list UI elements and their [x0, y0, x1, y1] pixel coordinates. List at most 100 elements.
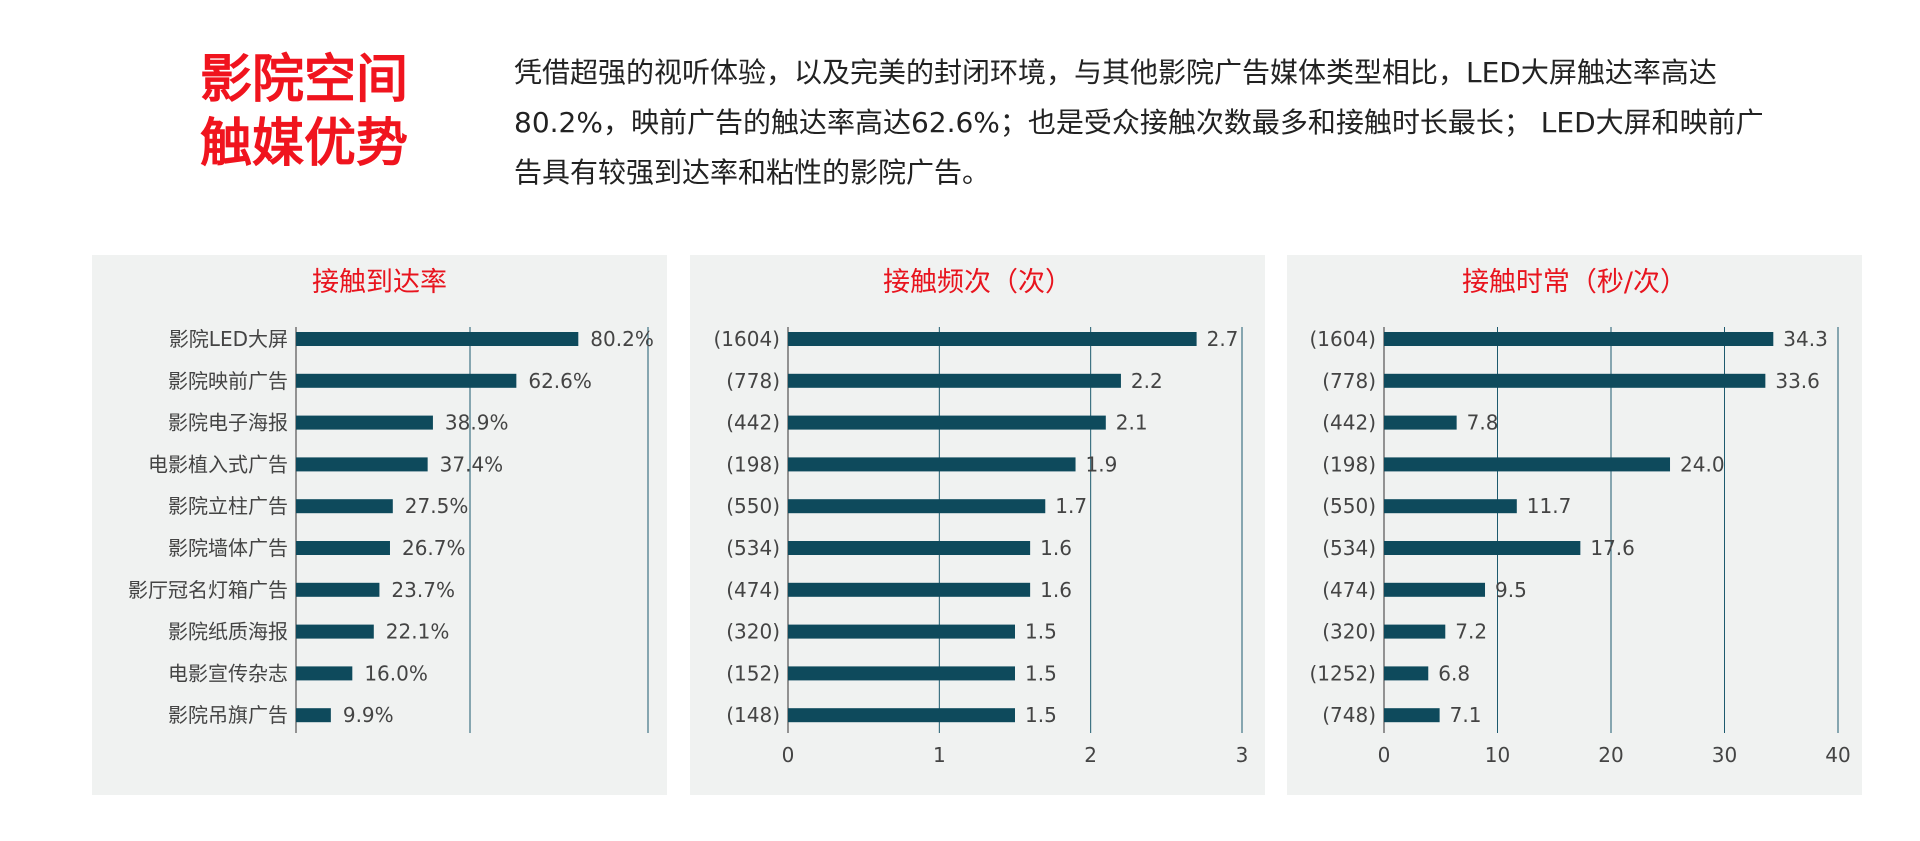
category-label: (1604): [713, 327, 780, 351]
category-label: (442): [726, 411, 780, 435]
value-label: 16.0%: [364, 661, 428, 685]
x-tick-label: 20: [1598, 743, 1623, 767]
chart-title: 接触频次（次）: [883, 267, 1072, 298]
category-label: (1252): [1309, 661, 1376, 685]
bar: [296, 499, 393, 514]
category-label: (550): [726, 494, 780, 518]
bar: [296, 457, 428, 472]
reach-rate-chart: 接触到达率 影院LED大屏 80.2% 影院映前广告 62.6% 影院电子海报 38.9%…: [92, 255, 667, 795]
value-label: 7.2: [1455, 620, 1487, 644]
value-label: 38.9%: [445, 411, 509, 435]
x-tick-label: 40: [1825, 743, 1850, 767]
bar: [296, 624, 374, 639]
category-label: 影院电子海报: [168, 411, 288, 435]
category-label: (320): [726, 620, 780, 644]
bar: [788, 457, 1076, 472]
contact-frequency-chart: 接触频次（次） (1604) 2.7 (778) 2.2 (442) 2.1 (198) 1.…: [690, 255, 1265, 795]
value-label: 34.3: [1783, 327, 1828, 351]
value-label: 1.6: [1040, 578, 1072, 602]
x-tick-label: 30: [1712, 743, 1737, 767]
bar: [296, 415, 433, 430]
intro-paragraph: 凭借超强的视听体验，以及完美的封闭环境，与其他影院广告媒体类型相比，LED大屏触…: [514, 56, 1764, 189]
value-label: 80.2%: [590, 327, 654, 351]
bar: [788, 373, 1121, 388]
value-label: 1.6: [1040, 536, 1072, 560]
value-label: 27.5%: [405, 494, 469, 518]
category-label: (1604): [1309, 327, 1376, 351]
category-label: 影院立柱广告: [168, 494, 288, 518]
category-label: (748): [1322, 703, 1376, 727]
category-label: (442): [1322, 411, 1376, 435]
x-tick-label: 0: [782, 743, 795, 767]
bar: [296, 708, 331, 723]
bar: [1384, 666, 1429, 681]
contact-frequency-plot: (1604) 2.7 (778) 2.2 (442) 2.1 (198) 1.9 (550) 1.…: [713, 327, 1249, 767]
category-label: 电影宣传杂志: [168, 661, 288, 685]
value-label: 9.9%: [343, 703, 394, 727]
bar: [1384, 499, 1517, 514]
category-label: (148): [726, 703, 780, 727]
category-label: (534): [726, 536, 780, 560]
value-label: 62.6%: [528, 369, 592, 393]
value-label: 17.6: [1590, 536, 1635, 560]
heading-line-2: 触媒优势: [200, 114, 409, 174]
x-tick-label: 0: [1378, 743, 1391, 767]
category-label: (320): [1322, 620, 1376, 644]
value-label: 22.1%: [386, 620, 450, 644]
category-label: 影院映前广告: [168, 369, 288, 393]
category-label: (198): [726, 452, 780, 476]
bar: [1384, 582, 1486, 597]
value-label: 11.7: [1527, 494, 1572, 518]
bar: [1384, 373, 1766, 388]
bar: [1384, 541, 1581, 555]
category-label: (534): [1322, 536, 1376, 560]
x-tick-label: 2: [1084, 743, 1097, 767]
category-label: 电影植入式广告: [148, 452, 288, 476]
reach-rate-plot: 影院LED大屏 80.2% 影院映前广告 62.6% 影院电子海报 38.9% 电影植入式广…: [128, 327, 654, 733]
contact-duration-chart: 接触时常（秒/次） (1604) 34.3 (778) 33.6 (442) 7.8 (19…: [1287, 255, 1862, 795]
category-label: (198): [1322, 452, 1376, 476]
category-label: 影院墙体广告: [168, 536, 288, 560]
bar: [788, 582, 1031, 597]
value-label: 6.8: [1438, 661, 1470, 685]
category-label: (474): [1322, 578, 1376, 602]
value-label: 2.1: [1116, 411, 1148, 435]
contact-duration-plot: (1604) 34.3 (778) 33.6 (442) 7.8 (198) 24.0 (550…: [1309, 327, 1851, 767]
value-label: 2.2: [1131, 369, 1163, 393]
bar: [1384, 708, 1440, 723]
x-tick-label: 10: [1485, 743, 1510, 767]
value-label: 7.8: [1467, 411, 1499, 435]
x-tick-label: 1: [933, 743, 946, 767]
chart-title: 接触时常（秒/次）: [1461, 267, 1688, 298]
value-label: 1.5: [1025, 661, 1057, 685]
value-label: 33.6: [1775, 369, 1820, 393]
bar: [296, 332, 579, 346]
category-label: 影厅冠名灯箱广告: [128, 578, 288, 602]
bar: [296, 373, 517, 388]
bar: [788, 332, 1197, 346]
bar: [1384, 624, 1446, 639]
category-label: (474): [726, 578, 780, 602]
category-label: 影院LED大屏: [169, 327, 288, 351]
bar: [788, 624, 1015, 639]
bar: [1384, 332, 1774, 346]
value-label: 9.5: [1495, 578, 1527, 602]
category-label: 影院吊旗广告: [168, 703, 288, 727]
value-label: 26.7%: [402, 536, 466, 560]
bar: [788, 415, 1106, 430]
section-heading: 影院空间 触媒优势: [200, 48, 460, 176]
bar: [788, 666, 1015, 681]
x-tick-label: 3: [1236, 743, 1249, 767]
bar: [788, 708, 1015, 723]
value-label: 1.7: [1055, 494, 1087, 518]
value-label: 7.1: [1450, 703, 1482, 727]
bar: [788, 499, 1046, 514]
chart-title: 接触到达率: [312, 267, 447, 298]
value-label: 2.7: [1207, 327, 1239, 351]
bar: [1384, 457, 1671, 472]
value-label: 24.0: [1680, 452, 1725, 476]
category-label: (778): [726, 369, 780, 393]
value-label: 1.9: [1086, 452, 1118, 476]
bar: [1384, 415, 1457, 430]
value-label: 1.5: [1025, 620, 1057, 644]
